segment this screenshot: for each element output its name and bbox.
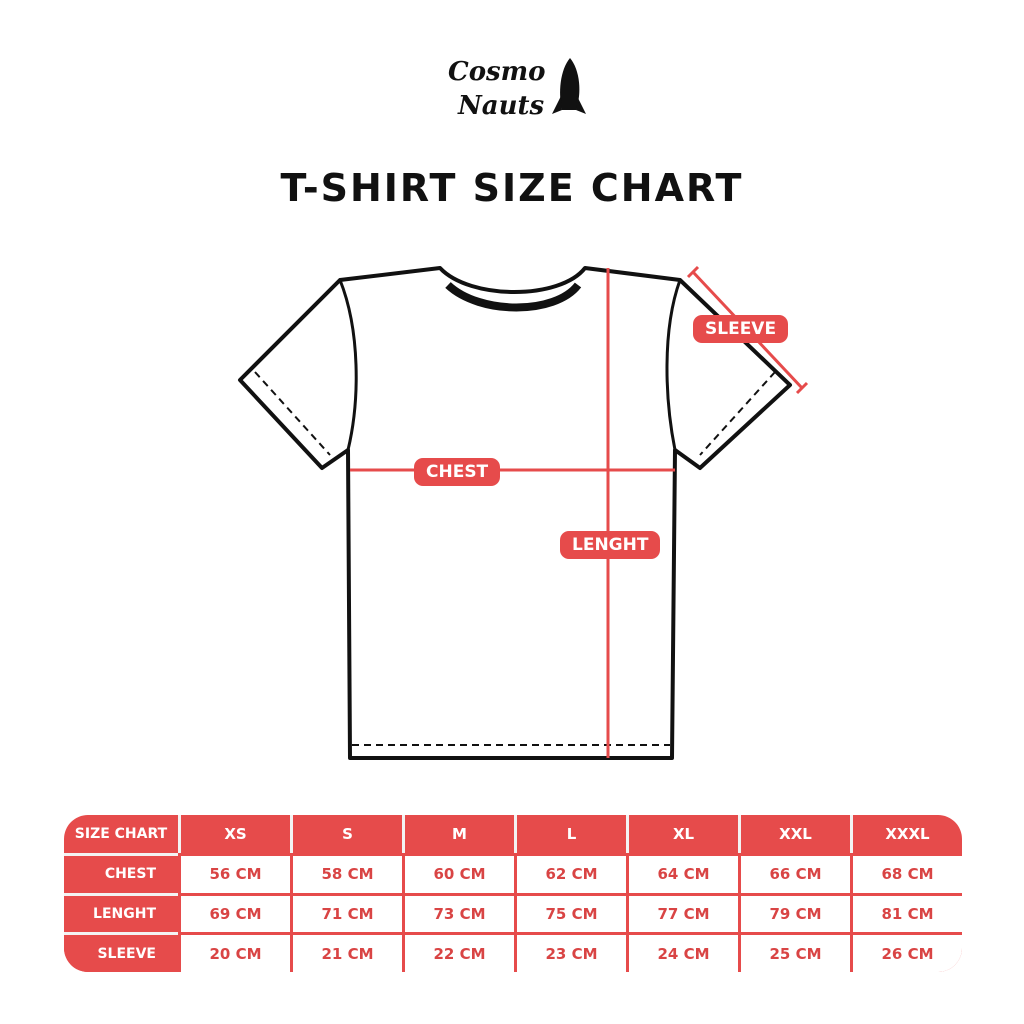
chest-label: CHEST <box>414 458 501 486</box>
table-cell: 60 CM <box>402 853 514 893</box>
table-cell: 22 CM <box>402 932 514 972</box>
row-label: SLEEVE <box>64 932 178 972</box>
table-cell: 77 CM <box>626 892 738 933</box>
tshirt-outline <box>238 266 792 760</box>
header-cell: XL <box>626 815 738 853</box>
row-label: CHEST <box>64 853 178 893</box>
header-cell: XXL <box>738 815 850 853</box>
svg-text:Nauts: Nauts <box>457 91 545 121</box>
page-title: T-SHIRT SIZE CHART <box>280 166 744 210</box>
header-cell: M <box>402 815 514 853</box>
tshirt-diagram <box>238 265 809 760</box>
table-cell: 71 CM <box>290 892 402 933</box>
header-cell: S <box>290 815 402 853</box>
header-cell: XXXL <box>850 815 962 853</box>
row-label: LENGHT <box>64 892 178 933</box>
table-cell: 56 CM <box>178 853 290 893</box>
length-label: LENGHT <box>560 531 661 559</box>
table-cell: 62 CM <box>514 853 626 893</box>
table-cell: 75 CM <box>514 892 626 933</box>
table-cell: 23 CM <box>514 932 626 972</box>
svg-text:Cosmo: Cosmo <box>448 57 546 87</box>
table-cell: 68 CM <box>850 853 962 893</box>
table-cell: 20 CM <box>178 932 290 972</box>
table-cell: 24 CM <box>626 932 738 972</box>
sleeve-label: SLEEVE <box>693 315 789 343</box>
table-row: LENGHT 69 CM 71 CM 73 CM 75 CM 77 CM 79 … <box>64 892 962 933</box>
table-cell: 81 CM <box>850 892 962 933</box>
table-row: SLEEVE 20 CM 21 CM 22 CM 23 CM 24 CM 25 … <box>64 932 962 972</box>
collar <box>445 281 582 312</box>
table-cell: 26 CM <box>850 932 962 972</box>
table-cell: 66 CM <box>738 853 850 893</box>
table-cell: 58 CM <box>290 853 402 893</box>
header-cell: L <box>514 815 626 853</box>
table-row: CHEST 56 CM 58 CM 60 CM 62 CM 64 CM 66 C… <box>64 853 962 893</box>
logo-graphic: Cosmo Nauts <box>448 57 586 121</box>
table-cell: 25 CM <box>738 932 850 972</box>
table-cell: 69 CM <box>178 892 290 933</box>
table-cell: 21 CM <box>290 932 402 972</box>
table-cell: 79 CM <box>738 892 850 933</box>
size-table: SIZE CHART XS S M L XL XXL XXXL CHEST 56… <box>64 815 962 972</box>
table-header: SIZE CHART XS S M L XL XXL XXXL <box>64 815 962 853</box>
header-cell: XS <box>178 815 290 853</box>
brand-logo: Cosmo Nauts <box>440 48 590 128</box>
table-cell: 64 CM <box>626 853 738 893</box>
rocket-icon <box>552 58 586 114</box>
header-cell: SIZE CHART <box>74 826 168 842</box>
table-cell: 73 CM <box>402 892 514 933</box>
